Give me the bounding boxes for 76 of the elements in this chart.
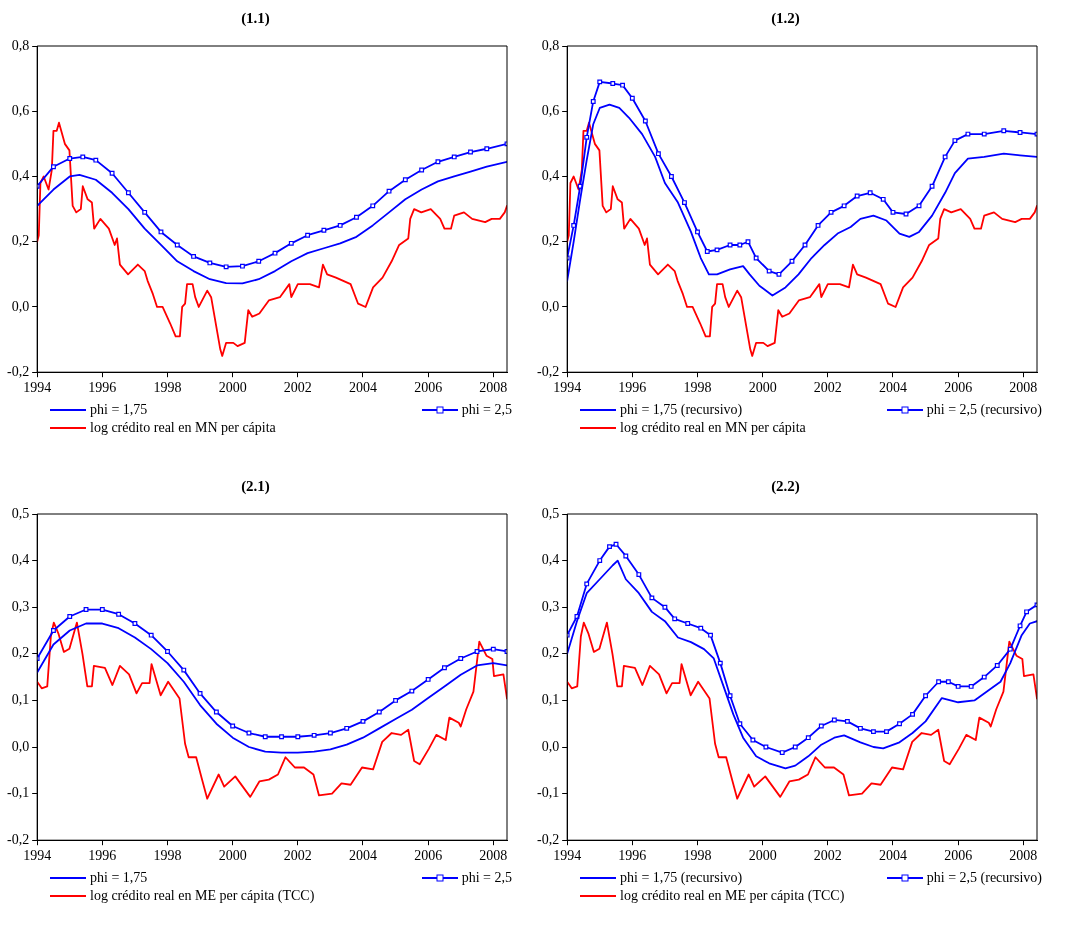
legend-label: phi = 1,75 [90,870,148,886]
y-tick-label: 0,8 [11,37,30,53]
y-tick-label: 0,5 [541,505,560,521]
legend-label: phi = 1,75 (recursivo) [620,870,743,886]
x-tick-label: 1994 [23,848,52,864]
y-tick-label: 0,2 [11,233,30,249]
y-tick-label: 0,3 [541,598,560,614]
legend-label: phi = 2,5 [461,870,512,886]
x-tick-label: 1996 [88,848,117,864]
legend-label: phi = 2,5 (recursivo) [926,402,1042,418]
x-tick-label: 2002 [283,380,312,396]
y-tick-label: 0,2 [11,645,30,661]
x-tick-label: 2008 [1009,848,1038,864]
y-tick-label: 0,5 [11,505,30,521]
chart-title: (2.2) [771,477,800,495]
y-tick-label: -0,1 [536,785,560,801]
y-tick-label: 0,3 [11,598,30,614]
x-tick-label: 2006 [414,848,443,864]
y-tick-label: 0,6 [541,102,560,118]
x-tick-label: 2002 [813,848,842,864]
y-tick-label: 0,0 [541,298,560,314]
chart-title: (1.2) [771,9,800,27]
x-tick-label: 1998 [683,848,712,864]
x-tick-label: 1994 [553,380,582,396]
x-tick-label: 2004 [348,848,377,864]
legend-label: log crédito real en ME per cápita (TCC) [620,888,845,904]
legend-label: log crédito real en MN per cápita [620,420,806,436]
y-tick-label: 0,6 [11,102,30,118]
legend-label: phi = 2,5 [461,402,512,418]
x-tick-label: 2004 [348,380,377,396]
x-tick-label: 2006 [944,380,973,396]
x-tick-label: 1998 [153,848,182,864]
x-tick-label: 1998 [683,380,712,396]
x-tick-label: 1996 [88,380,117,396]
x-tick-label: 2008 [479,848,508,864]
legend-label: phi = 2,5 (recursivo) [926,870,1042,886]
y-tick-label: 0,1 [541,692,560,708]
x-tick-label: 2004 [878,380,907,396]
x-tick-label: 1994 [23,380,52,396]
y-tick-label: 0,2 [541,645,560,661]
y-tick-label: 0,4 [11,552,30,568]
x-tick-label: 1996 [618,848,647,864]
chart-title: (1.1) [241,9,270,27]
legend-label: phi = 1,75 [90,402,148,418]
x-tick-label: 2002 [283,848,312,864]
y-tick-label: 0,0 [11,298,30,314]
x-tick-label: 2004 [878,848,907,864]
x-tick-label: 1994 [553,848,582,864]
y-tick-label: -0,2 [6,363,30,379]
y-tick-label: -0,2 [536,831,560,847]
y-tick-label: 0,0 [11,738,30,754]
x-tick-label: 2008 [479,380,508,396]
y-tick-label: 0,1 [11,692,30,708]
x-tick-label: 1996 [618,380,647,396]
y-tick-label: 0,0 [541,738,560,754]
x-tick-label: 2002 [813,380,842,396]
y-tick-label: -0,2 [6,831,30,847]
legend-label: phi = 1,75 (recursivo) [620,402,743,418]
chart-title: (2.1) [241,477,270,495]
y-tick-label: 0,4 [11,168,30,184]
x-tick-label: 2000 [748,380,777,396]
y-tick-label: 0,4 [541,168,560,184]
x-tick-label: 2006 [414,380,443,396]
x-tick-label: 2000 [748,848,777,864]
x-tick-label: 1998 [153,380,182,396]
x-tick-label: 2000 [218,848,247,864]
y-tick-label: 0,2 [541,233,560,249]
y-tick-label: -0,1 [6,785,30,801]
legend-label: log crédito real en MN per cápita [90,420,276,436]
x-tick-label: 2006 [944,848,973,864]
y-tick-label: 0,4 [541,552,560,568]
y-tick-label: 0,8 [541,37,560,53]
legend-label: log crédito real en ME per cápita (TCC) [90,888,315,904]
x-tick-label: 2000 [218,380,247,396]
x-tick-label: 2008 [1009,380,1038,396]
y-tick-label: -0,2 [536,363,560,379]
